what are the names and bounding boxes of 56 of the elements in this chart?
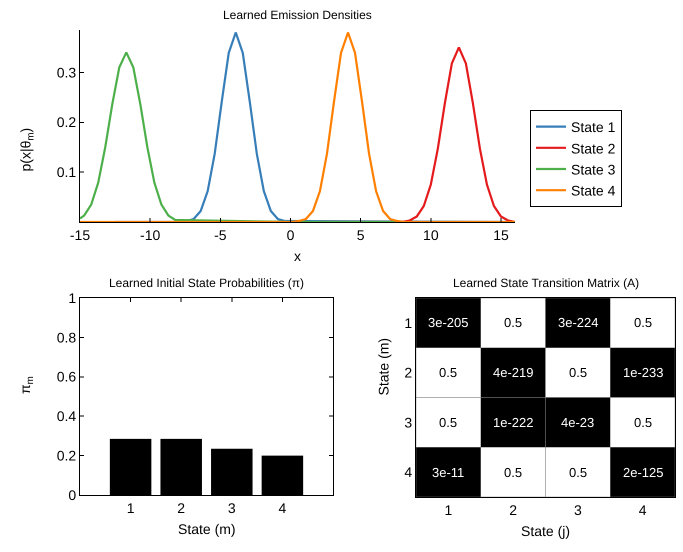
x-tick-label: 1 <box>444 502 452 518</box>
legend-label: State 3 <box>571 161 616 178</box>
y-tick-label: 1 <box>404 314 412 331</box>
data-label: 0.5 <box>634 315 652 330</box>
y-tick-label: 0.2 <box>56 448 76 464</box>
x-tick-label: 3 <box>574 502 582 518</box>
x-tick-label: -5 <box>214 226 227 243</box>
chart-title: Learned Emission Densities <box>223 8 372 22</box>
data-label: 0.5 <box>439 415 458 430</box>
x-tick-label: 10 <box>423 226 439 243</box>
x-tick-label: -15 <box>70 226 90 243</box>
y-axis-title: State (m) <box>376 338 392 396</box>
chart-title: Learned State Transition Matrix (A) <box>453 276 640 290</box>
x-tick-label: 1 <box>126 500 135 516</box>
y-tick-label: 4 <box>404 464 412 480</box>
x-axis-title: x <box>294 248 301 264</box>
x-tick-label: -10 <box>140 226 160 243</box>
data-label: 0.5 <box>634 415 652 430</box>
data-label: 3e-224 <box>558 315 598 330</box>
data-label: 1e-233 <box>623 365 664 380</box>
data-label: 3e-11 <box>432 465 464 480</box>
data-label: 0.5 <box>569 365 588 380</box>
legend-label: State 2 <box>571 140 616 156</box>
legend-label: State 1 <box>571 119 616 136</box>
x-tick-label: 5 <box>356 226 365 243</box>
x-axis-title: State (m) <box>178 521 236 537</box>
x-tick-label: 4 <box>278 500 286 516</box>
data-label: 0.5 <box>504 465 522 480</box>
data-label: 1e-222 <box>493 415 534 430</box>
line-series <box>80 51 397 222</box>
data-label: 3e-205 <box>428 315 468 330</box>
data-label: 0.5 <box>504 315 522 330</box>
y-tick-label: 0.8 <box>56 329 76 346</box>
x-tick-label: 2 <box>177 500 186 516</box>
y-tick-label: 0.2 <box>56 114 76 130</box>
y-tick-label: 0 <box>68 486 76 503</box>
x-tick-label: 0 <box>286 226 295 243</box>
y-tick-label: 0.4 <box>56 408 76 424</box>
x-tick-label: 3 <box>228 500 236 516</box>
data-label: 0.5 <box>569 465 588 480</box>
x-axis-title: State (j) <box>521 523 570 539</box>
y-tick-label: 0.3 <box>56 64 76 80</box>
data-label: 2e-125 <box>623 465 664 480</box>
x-tick-label: 2 <box>509 502 518 518</box>
y-tick-label: 0.6 <box>56 368 76 385</box>
x-tick-label: 15 <box>493 226 509 243</box>
data-label: 0.5 <box>439 365 458 380</box>
y-tick-label: 1 <box>68 290 76 306</box>
x-tick-label: 4 <box>638 502 647 518</box>
y-tick-label: 0.1 <box>56 164 76 180</box>
chart-title: Learned Initial State Probabilities (π) <box>109 276 304 290</box>
data-label: 4e-23 <box>561 415 594 430</box>
data-label: 4e-219 <box>493 365 534 380</box>
y-tick-label: 2 <box>404 364 412 381</box>
y-tick-label: 3 <box>404 414 412 430</box>
legend-label: State 4 <box>571 182 616 199</box>
